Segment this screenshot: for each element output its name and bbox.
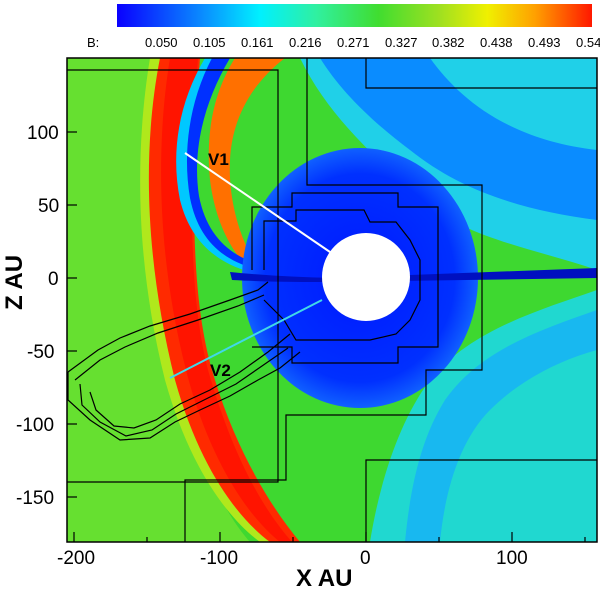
colorbar-tick-label: 0.327: [385, 35, 418, 50]
plot-frame: [66, 57, 598, 543]
colorbar-tick-label: 0.438: [480, 35, 513, 50]
x-tick-label: 0: [360, 548, 371, 569]
colorbar-gradient: [117, 4, 592, 27]
colorbar-tick-label: 0.161: [241, 35, 274, 50]
y-tick-label: 100: [27, 123, 59, 144]
x-axis-title: X AU: [296, 565, 352, 591]
y-tick-label: -50: [27, 342, 54, 363]
colorbar-tick-label: 0.548: [576, 35, 600, 50]
x-tick-label: -200: [57, 548, 95, 569]
colorbar-tick-label: 0.050: [145, 35, 178, 50]
colorbar-tick-label: 0.216: [289, 35, 322, 50]
y-axis: [67, 131, 77, 498]
colorbar-tick-label: 0.105: [193, 35, 226, 50]
colorbar-tick-label: 0.382: [432, 35, 465, 50]
colorbar-tick-label: 0.493: [528, 35, 561, 50]
colorbar-variable-label: B:: [87, 35, 99, 50]
y-tick-label: 50: [38, 196, 59, 217]
colorbar: B: 0.050 0.105 0.161 0.216 0.271 0.327 0…: [87, 4, 600, 50]
x-axis: [73, 532, 586, 542]
y-axis-title: Z AU: [1, 255, 28, 310]
v2-label: V2: [210, 361, 231, 380]
v1-label: V1: [208, 150, 229, 169]
plot-area: V1 V2: [67, 58, 597, 542]
v1-trajectory: [184, 152, 331, 253]
x-tick-label: 100: [496, 548, 528, 569]
x-tick-label: -100: [200, 548, 238, 569]
v2-trajectory: [169, 299, 323, 379]
y-tick-label: -150: [16, 488, 54, 509]
y-tick-label: 0: [48, 269, 59, 290]
colorbar-tick-label: 0.271: [337, 35, 370, 50]
y-tick-label: -100: [16, 415, 54, 436]
